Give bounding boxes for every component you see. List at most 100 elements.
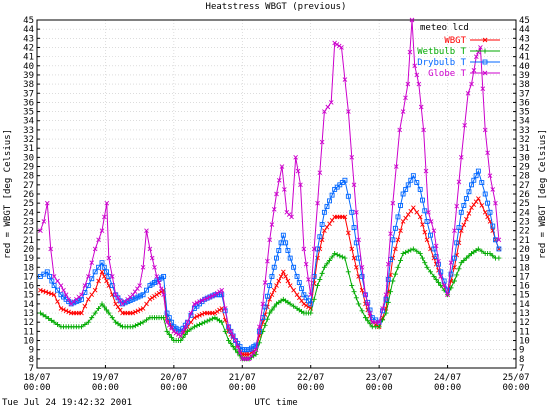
data-point-wetbulb-t — [419, 255, 425, 261]
data-point-wbgt — [464, 216, 469, 222]
data-point-drybulb-t — [420, 197, 425, 203]
data-point-wetbulb-t — [461, 257, 467, 263]
data-point-globe-t — [260, 301, 266, 307]
data-point-wbgt — [51, 292, 57, 298]
data-point-wetbulb-t — [408, 247, 414, 253]
data-point-globe-t — [336, 43, 342, 49]
y-tick-label: 25 — [519, 199, 530, 209]
data-point-wetbulb-t — [433, 276, 439, 282]
data-point-globe-t — [147, 246, 153, 252]
data-point-wbgt — [46, 290, 51, 296]
y-tick-label: 19 — [23, 254, 34, 264]
data-point-wbgt — [149, 295, 155, 301]
data-point-globe-t — [334, 42, 340, 47]
data-point-wbgt — [354, 264, 359, 270]
y-tick-label: 16 — [519, 282, 530, 292]
data-point-wbgt — [147, 296, 153, 302]
data-point-wetbulb-t — [207, 317, 213, 323]
data-point-globe-t — [383, 292, 389, 298]
x-tick-label: 00:00 — [366, 383, 393, 393]
data-point-wetbulb-t — [403, 249, 409, 255]
data-point-drybulb-t — [315, 246, 321, 252]
data-point-wetbulb-t — [398, 257, 404, 263]
data-point-wbgt — [411, 205, 416, 211]
data-point-globe-t — [212, 292, 218, 298]
data-point-drybulb-t — [120, 301, 125, 307]
data-point-globe-t — [55, 278, 60, 284]
data-point-globe-t — [152, 264, 157, 270]
data-point-wbgt — [113, 301, 119, 307]
y-tick-label: 32 — [23, 135, 34, 145]
data-point-wbgt — [496, 246, 502, 252]
data-point-wbgt — [156, 290, 162, 296]
data-point-globe-t — [354, 209, 359, 215]
data-point-wetbulb-t — [161, 315, 167, 321]
data-point-globe-t — [230, 333, 236, 339]
data-point-wetbulb-t — [194, 323, 200, 329]
data-point-globe-t — [276, 177, 282, 183]
data-point-drybulb-t — [359, 273, 365, 279]
data-point-wetbulb-t — [82, 322, 88, 327]
legend-label-globe-t: Globe T — [428, 69, 467, 79]
x-tick-label: 00:00 — [23, 383, 50, 393]
data-point-globe-t — [454, 203, 460, 209]
y-tick-label: 37 — [23, 89, 34, 99]
x-tick-label: 18/07 — [23, 373, 50, 383]
data-point-globe-t — [233, 338, 238, 343]
data-point-drybulb-t — [473, 173, 479, 179]
data-point-wbgt — [104, 278, 109, 284]
y-tick-label: 26 — [519, 190, 530, 200]
data-point-wbgt — [43, 289, 49, 295]
data-point-globe-t — [423, 168, 429, 174]
data-point-wbgt — [398, 228, 403, 233]
y-tick-label: 25 — [23, 199, 34, 209]
y-tick-label: 33 — [23, 126, 34, 136]
data-point-globe-t — [325, 104, 331, 110]
y-tick-label: 42 — [519, 43, 530, 53]
y-tick-label: 43 — [23, 34, 34, 44]
data-point-globe-t — [253, 347, 259, 353]
data-point-wetbulb-t — [438, 283, 444, 289]
data-point-globe-t — [207, 294, 213, 300]
data-point-globe-t — [202, 296, 207, 302]
data-point-wbgt — [278, 274, 284, 279]
data-point-drybulb-t — [164, 310, 170, 316]
data-point-globe-t — [185, 319, 190, 325]
data-point-globe-t — [164, 319, 170, 325]
data-point-globe-t — [265, 258, 270, 264]
data-point-globe-t — [356, 237, 361, 243]
data-point-wetbulb-t — [392, 271, 398, 277]
y-tick-label: 33 — [519, 126, 530, 136]
data-point-wetbulb-t — [96, 305, 102, 311]
y-tick-label: 12 — [519, 318, 530, 328]
data-point-wbgt — [82, 303, 88, 309]
data-point-drybulb-t — [299, 286, 305, 292]
data-point-wetbulb-t — [337, 253, 343, 259]
data-point-wetbulb-t — [85, 319, 91, 325]
y-tick-label: 20 — [23, 245, 34, 255]
data-point-drybulb-t — [342, 177, 348, 183]
data-point-drybulb-t — [448, 271, 454, 277]
data-point-globe-t — [295, 168, 301, 174]
data-point-globe-t — [456, 179, 462, 185]
y-tick-label: 17 — [23, 272, 34, 282]
data-point-drybulb-t — [466, 189, 472, 195]
timestamp: Tue Jul 24 19:42:32 2001 — [2, 398, 132, 408]
data-point-globe-t — [176, 332, 181, 337]
data-point-wetbulb-t — [202, 319, 208, 325]
data-point-wetbulb-t — [271, 304, 277, 310]
data-point-wbgt — [424, 237, 430, 243]
data-point-wetbulb-t — [291, 303, 297, 309]
data-point-globe-t — [282, 187, 287, 192]
data-point-drybulb-t — [395, 214, 401, 220]
data-point-globe-t — [421, 127, 426, 133]
data-point-wetbulb-t — [232, 347, 238, 353]
data-point-globe-t — [293, 155, 298, 160]
data-point-drybulb-t — [169, 319, 175, 325]
data-point-globe-t — [109, 274, 115, 279]
data-point-drybulb-t — [55, 287, 60, 293]
data-point-wbgt — [283, 274, 288, 279]
data-point-wetbulb-t — [182, 331, 188, 337]
y-tick-label: 41 — [23, 53, 34, 63]
